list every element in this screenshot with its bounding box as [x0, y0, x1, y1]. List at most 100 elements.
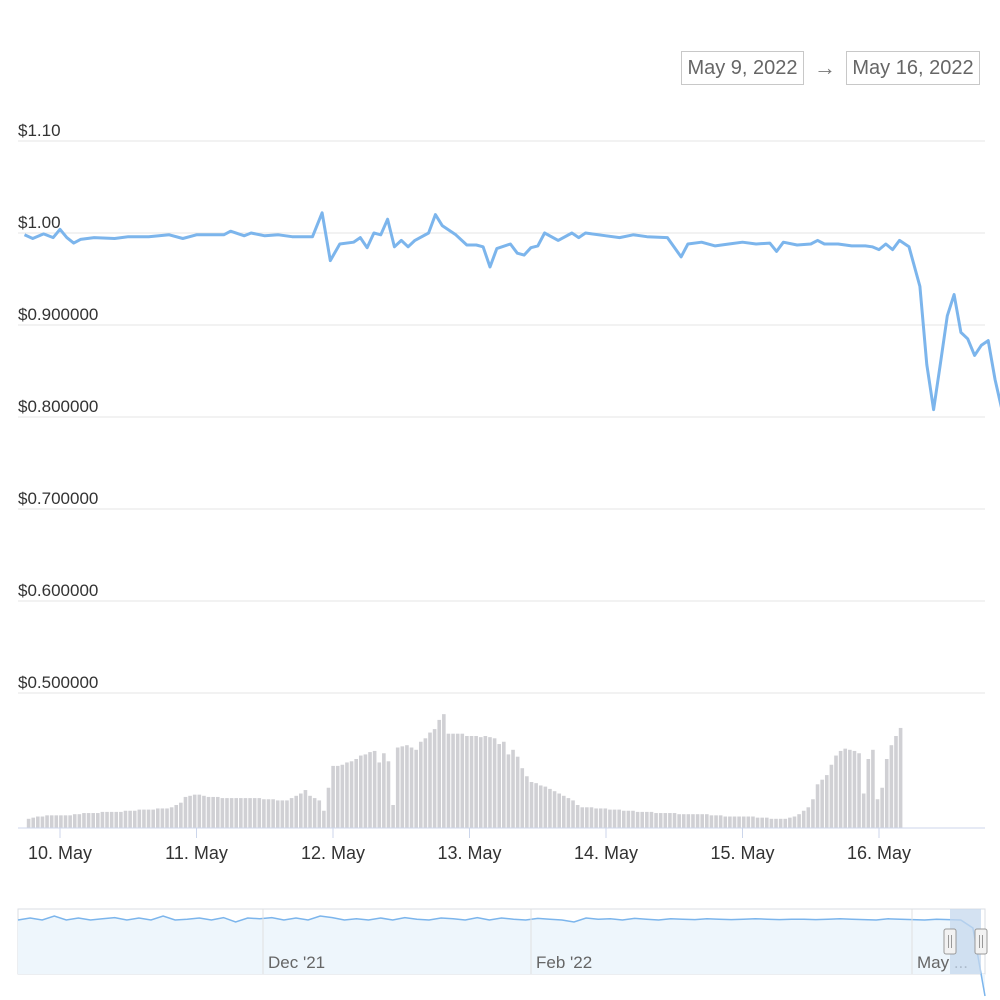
- volume-bar: [363, 754, 368, 828]
- volume-bar: [132, 810, 137, 828]
- volume-bar: [617, 809, 621, 828]
- volume-bar: [82, 813, 86, 828]
- price-line[interactable]: [23, 211, 1000, 650]
- volume-bar: [114, 811, 119, 828]
- volume-bar: [700, 814, 705, 828]
- volume-bar: [663, 813, 668, 828]
- x-tick-label: 15. May: [710, 843, 774, 863]
- volume-bar: [340, 764, 345, 828]
- volume-bar: [543, 786, 548, 828]
- volume-bar: [635, 811, 640, 828]
- volume-bar: [414, 749, 418, 828]
- volume-bar: [183, 796, 188, 828]
- volume-bar: [488, 737, 492, 828]
- volume-bar: [483, 736, 488, 828]
- navigator-handle-left[interactable]: [943, 928, 957, 955]
- volume-bar: [377, 762, 382, 828]
- volume-bar: [760, 817, 764, 828]
- x-tick-label: 10. May: [28, 843, 92, 863]
- volume-bar: [691, 814, 695, 828]
- volume-bar: [884, 759, 889, 828]
- volume-bar: [395, 747, 400, 828]
- y-tick-label: $0.600000: [18, 581, 98, 600]
- range-start-input[interactable]: May 9, 2022: [681, 51, 804, 85]
- navigator-tick-label: Dec '21: [268, 953, 325, 972]
- handle-grip: [974, 928, 988, 955]
- volume-bar: [645, 811, 649, 828]
- volume-bar: [26, 818, 31, 828]
- navigator-handle-right[interactable]: [974, 928, 988, 955]
- volume-bar: [788, 817, 792, 828]
- volume-bar: [345, 762, 349, 828]
- x-tick-label: 12. May: [301, 843, 365, 863]
- volume-bar: [755, 817, 760, 828]
- volume-bar: [72, 814, 77, 828]
- x-tick-label: 14. May: [574, 843, 638, 863]
- volume-bar: [894, 736, 898, 828]
- volume-bar: [211, 796, 215, 828]
- navigator-tick-label: Feb '22: [536, 953, 592, 972]
- volume-bar: [317, 800, 322, 828]
- volume-bar: [174, 805, 179, 828]
- volume-bar: [571, 800, 575, 828]
- volume-bar: [875, 799, 880, 828]
- volume-bar: [889, 745, 894, 828]
- volume-bar: [751, 816, 755, 828]
- volume-bar: [432, 729, 437, 828]
- volume-bar: [621, 810, 626, 828]
- volume-bar: [534, 783, 538, 828]
- volume-bar: [77, 814, 82, 828]
- volume-bar: [86, 813, 91, 828]
- volume-bar: [36, 816, 40, 828]
- volume-bar: [137, 809, 142, 828]
- volume-bar: [880, 787, 884, 828]
- volume-bar: [308, 795, 312, 828]
- volume-bar: [326, 787, 331, 828]
- volume-bar: [552, 791, 557, 828]
- volume-bar: [829, 764, 834, 828]
- volume-bar: [765, 817, 769, 828]
- y-tick-label: $0.900000: [18, 305, 98, 324]
- volume-bar: [640, 811, 645, 828]
- volume-bar: [155, 808, 160, 828]
- volume-bar: [442, 714, 446, 828]
- volume-bar: [460, 733, 465, 828]
- volume-bar: [580, 807, 585, 828]
- volume-bar: [723, 816, 728, 828]
- volume-bar: [386, 761, 391, 828]
- volume-bar: [49, 815, 54, 828]
- volume-bar: [506, 754, 511, 828]
- volume-bar: [746, 816, 751, 828]
- navigator[interactable]: Dec '21 Feb '22 May ...: [17, 908, 988, 997]
- volume-bar: [898, 727, 903, 828]
- volume-bar: [834, 755, 838, 828]
- volume-bar: [561, 795, 566, 828]
- volume-bar: [142, 809, 146, 828]
- range-end-input[interactable]: May 16, 2022: [846, 51, 980, 85]
- y-tick-label: $0.500000: [18, 673, 98, 692]
- volume-bar: [589, 807, 594, 828]
- volume-bar: [649, 811, 654, 828]
- volume-bar: [220, 798, 225, 828]
- volume-bar: [54, 815, 59, 828]
- volume-bars: [26, 714, 903, 828]
- volume-bar: [871, 749, 875, 828]
- volume-bar: [566, 798, 571, 828]
- volume-bar: [695, 814, 700, 828]
- volume-bar: [358, 755, 363, 828]
- volume-bar: [275, 800, 280, 828]
- volume-bar: [668, 813, 672, 828]
- volume-bar: [718, 815, 723, 828]
- volume-bar: [428, 732, 432, 828]
- volume-bar: [294, 795, 298, 828]
- volume-bar: [811, 799, 815, 828]
- volume-bar: [100, 811, 105, 828]
- volume-bar: [529, 782, 534, 828]
- volume-bar: [285, 800, 289, 828]
- volume-bar: [105, 811, 109, 828]
- volume-bar: [866, 759, 871, 828]
- volume-bar: [234, 798, 239, 828]
- handle-grip: [943, 928, 957, 955]
- y-tick-label: $1.10: [18, 121, 61, 140]
